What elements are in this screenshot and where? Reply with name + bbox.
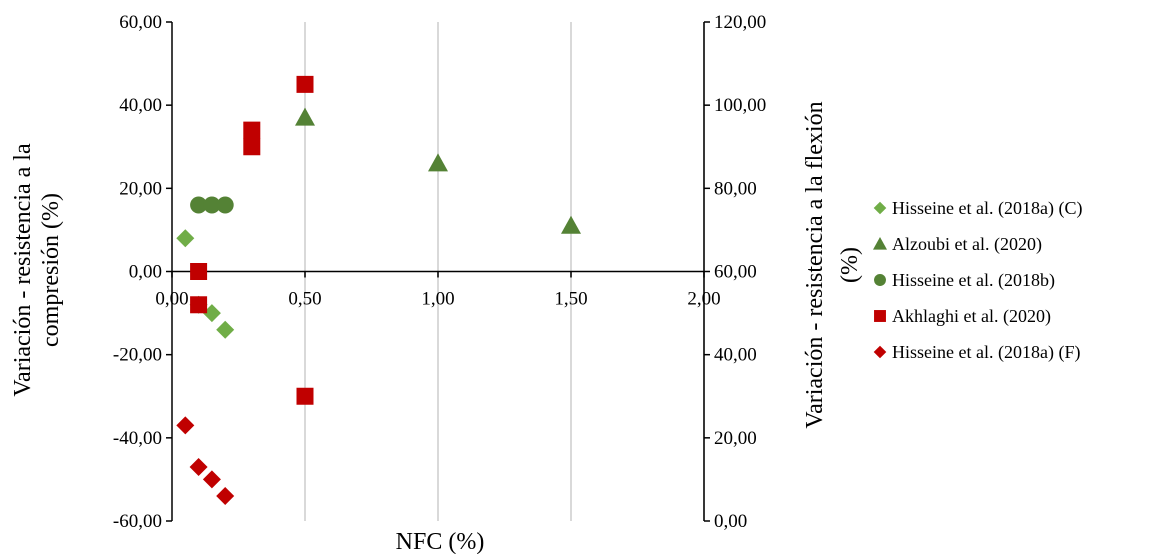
x-tick-label: 0,50 xyxy=(288,289,321,310)
x-axis-title: NFC (%) xyxy=(396,529,485,554)
data-point-circle xyxy=(216,196,234,214)
legend-label: Alzoubi et al. (2020) xyxy=(892,234,1042,255)
series-1 xyxy=(176,229,235,339)
data-point-diamond xyxy=(216,320,235,339)
series-2 xyxy=(295,107,581,234)
legend-marker-square xyxy=(874,310,886,322)
x-tick-label: 0,00 xyxy=(155,289,188,310)
data-point-square xyxy=(243,138,261,156)
y-right-tick-label: 40,00 xyxy=(714,345,757,366)
legend-item: Hisseine et al. (2018a) (F) xyxy=(873,342,1080,363)
data-point-triangle xyxy=(295,107,315,126)
y-left-tick-label: 20,00 xyxy=(119,178,162,199)
y-left-tick-label: -40,00 xyxy=(113,428,162,449)
y-left-tick-label: -60,00 xyxy=(113,511,162,532)
axes xyxy=(166,21,710,522)
y-right-tick-label: 20,00 xyxy=(714,428,757,449)
data-point-square xyxy=(296,387,314,405)
tick-labels: -60,00 -40,00 -20,00 0,00 20,00 40,00 60,00 0,0… xyxy=(113,12,766,532)
y-right-tick-label: 80,00 xyxy=(714,178,757,199)
x-tick-label: 2,00 xyxy=(687,289,720,310)
data-point-diamond xyxy=(216,487,235,506)
series-4 xyxy=(190,75,314,405)
y-right-tick-label: 100,00 xyxy=(714,95,766,116)
legend-marker-circle xyxy=(874,274,886,286)
series-3 xyxy=(190,196,234,214)
x-tick-label: 1,50 xyxy=(554,289,587,310)
series-5 xyxy=(176,416,235,506)
y-axis-right-title-line-2: (%) xyxy=(837,247,863,283)
data-point-triangle xyxy=(428,153,448,172)
legend: Hisseine et al. (2018a) (C) Alzoubi et al… xyxy=(873,198,1082,363)
x-tick-label: 1,00 xyxy=(421,289,454,310)
legend-marker-diamond xyxy=(873,201,887,215)
y-right-tick-label: 60,00 xyxy=(714,262,757,283)
data-point-triangle xyxy=(561,215,581,234)
y-axis-left-title: Variación - resistencia a la compresión … xyxy=(10,143,64,397)
y-left-tick-label: 40,00 xyxy=(119,95,162,116)
data-point-square xyxy=(190,296,208,314)
data-point-diamond xyxy=(202,304,221,323)
data-point-circle xyxy=(203,196,221,214)
y-right-tick-label: 120,00 xyxy=(714,12,766,33)
data-point-diamond xyxy=(202,470,221,489)
data-point-square xyxy=(296,75,314,93)
data-point-diamond xyxy=(176,229,195,248)
data-point-diamond xyxy=(189,457,208,476)
legend-item: Akhlaghi et al. (2020) xyxy=(874,306,1051,327)
y-axis-left-title-line-2: compresión (%) xyxy=(38,193,64,347)
legend-label: Hisseine et al. (2018a) (F) xyxy=(892,342,1080,363)
legend-marker-diamond xyxy=(873,345,887,359)
y-axis-left-title-line-1: Variación - resistencia a la xyxy=(10,143,36,397)
y-axis-right-title: Variación - resistencia a la flexión (%) xyxy=(802,101,863,428)
legend-marker-triangle xyxy=(873,237,887,250)
y-left-tick-label: 0,00 xyxy=(129,262,162,283)
y-axis-right-title-line-1: Variación - resistencia a la flexión xyxy=(802,101,828,428)
legend-item: Alzoubi et al. (2020) xyxy=(873,234,1042,255)
data-point-square xyxy=(190,263,208,280)
y-left-tick-label: -20,00 xyxy=(113,345,162,366)
legend-label: Hisseine et al. (2018a) (C) xyxy=(892,198,1082,219)
y-right-tick-label: 0,00 xyxy=(714,511,747,532)
y-left-tick-label: 60,00 xyxy=(119,12,162,33)
legend-label: Akhlaghi et al. (2020) xyxy=(892,306,1051,327)
legend-label: Hisseine et al. (2018b) xyxy=(892,270,1055,291)
legend-item: Hisseine et al. (2018b) xyxy=(874,270,1055,291)
legend-item: Hisseine et al. (2018a) (C) xyxy=(873,198,1082,219)
data-points xyxy=(176,75,581,506)
data-point-circle xyxy=(190,196,208,214)
data-point-square xyxy=(243,121,261,139)
data-point-diamond xyxy=(176,416,195,435)
